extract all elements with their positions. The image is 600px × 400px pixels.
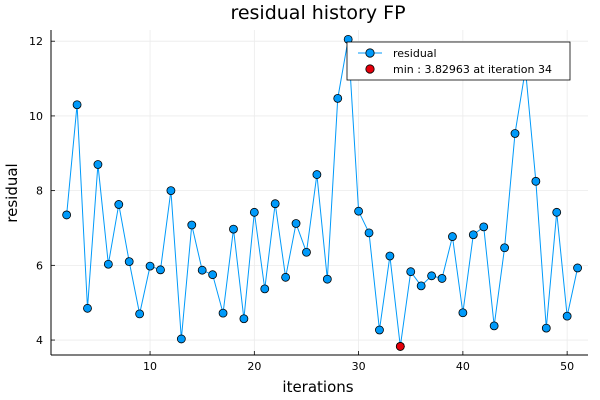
residual-point — [437, 274, 447, 283]
y-tick-label: 6 — [36, 259, 43, 272]
residual-point — [229, 224, 238, 234]
residual-point — [385, 251, 395, 261]
y-tick-label: 4 — [36, 334, 43, 347]
residual-point — [468, 230, 478, 240]
grid — [51, 30, 588, 355]
residual-point — [375, 325, 384, 335]
y-tick-label: 10 — [29, 110, 43, 123]
residual-point — [156, 265, 165, 275]
residual-point — [489, 321, 499, 331]
residual-point — [448, 232, 457, 241]
residual-point — [510, 129, 520, 138]
residual-point — [62, 210, 72, 220]
residual-point — [135, 309, 145, 319]
y-axis-label: residual — [3, 163, 21, 222]
x-axis-ticks: 10 20 30 40 50 — [143, 351, 574, 373]
residual-point — [83, 303, 92, 313]
legend-residual-marker — [365, 48, 375, 58]
residual-point — [531, 176, 541, 186]
residual-point — [218, 308, 228, 318]
residual-point — [208, 270, 218, 280]
residual-point — [312, 170, 322, 179]
residual-point — [249, 207, 259, 217]
residual-point — [573, 263, 582, 273]
x-tick-label: 40 — [456, 360, 470, 373]
residual-point — [416, 281, 426, 291]
residual-point — [187, 220, 197, 230]
residual-point — [72, 100, 82, 110]
residual-point — [197, 265, 207, 275]
x-axis-label: iterations — [282, 378, 353, 396]
residual-point — [406, 267, 416, 277]
residual-point — [145, 261, 155, 271]
residual-point — [281, 272, 291, 282]
residual-point — [166, 186, 176, 196]
residual-point — [562, 311, 572, 321]
residual-point — [260, 284, 270, 294]
y-tick-label: 12 — [29, 35, 43, 48]
residual-point — [333, 93, 343, 103]
residual-series-line — [66, 39, 579, 347]
legend-min-marker — [365, 64, 375, 74]
legend: residual min : 3.82963 at iteration 34 — [346, 41, 571, 81]
residual-point — [114, 200, 124, 209]
legend-box — [346, 41, 571, 81]
series-min — [395, 342, 405, 351]
residual-point — [291, 219, 301, 228]
chart-title: residual history FP — [230, 2, 405, 24]
residual-point — [270, 199, 280, 209]
legend-residual-label: residual — [393, 47, 437, 60]
residual-point — [124, 257, 134, 267]
x-tick-label: 30 — [352, 360, 366, 373]
residual-point — [239, 314, 249, 324]
plot-frame — [50, 30, 588, 356]
residual-point — [458, 308, 468, 318]
residual-point — [552, 207, 562, 217]
x-tick-label: 20 — [247, 360, 261, 373]
residual-point — [302, 247, 311, 257]
min-point — [395, 342, 405, 351]
x-tick-label: 10 — [143, 360, 157, 373]
y-tick-label: 8 — [36, 185, 43, 198]
legend-min-label: min : 3.82963 at iteration 34 — [393, 63, 552, 76]
residual-point — [479, 222, 489, 232]
residual-point — [541, 323, 551, 333]
residual-point — [354, 206, 364, 216]
residual-point — [322, 274, 332, 284]
residual-point — [364, 228, 374, 238]
x-tick-label: 50 — [560, 360, 574, 373]
y-axis-ticks: 4 6 8 10 12 — [29, 35, 55, 347]
residual-point — [500, 243, 509, 253]
residual-point — [103, 259, 113, 269]
residual-point — [176, 334, 186, 344]
residual-point — [93, 160, 103, 169]
residual-point — [427, 271, 436, 281]
series-residual — [62, 34, 582, 351]
